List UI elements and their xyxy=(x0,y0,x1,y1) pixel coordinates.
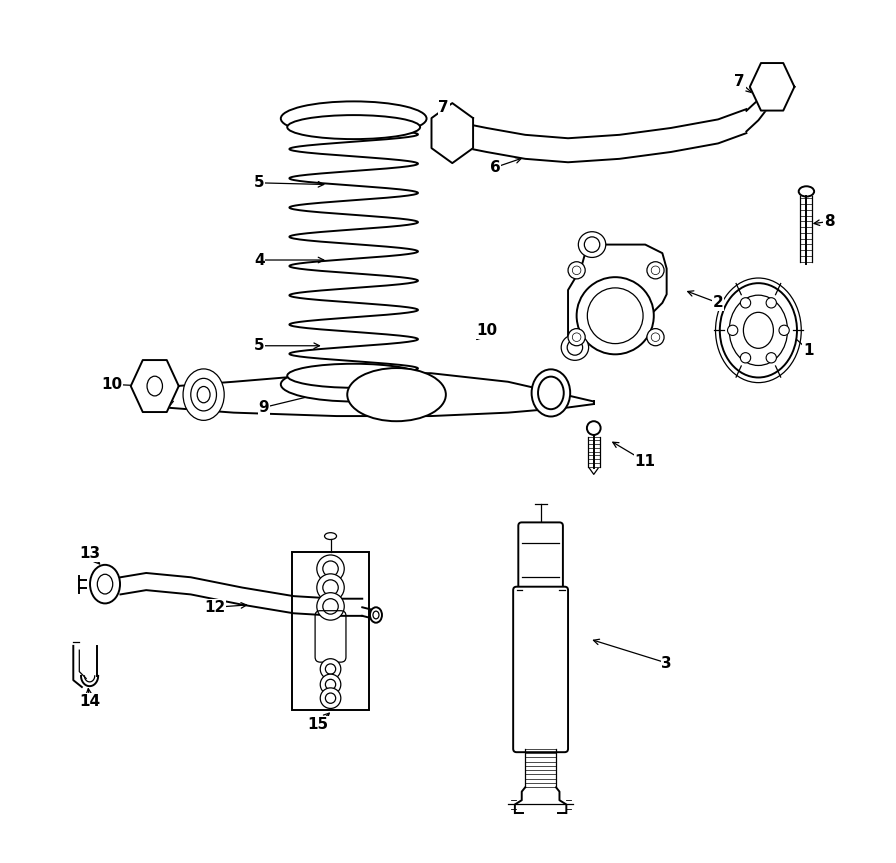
Ellipse shape xyxy=(587,421,600,435)
Circle shape xyxy=(317,555,344,583)
Text: 10: 10 xyxy=(476,323,497,337)
Text: 1: 1 xyxy=(803,343,814,357)
Ellipse shape xyxy=(142,370,167,401)
Text: 3: 3 xyxy=(661,656,672,671)
Circle shape xyxy=(320,658,340,679)
Circle shape xyxy=(766,298,777,308)
Circle shape xyxy=(325,664,336,674)
Text: 7: 7 xyxy=(734,74,745,89)
Ellipse shape xyxy=(729,295,788,365)
Circle shape xyxy=(323,561,339,576)
Circle shape xyxy=(647,261,664,279)
Ellipse shape xyxy=(561,335,589,361)
Ellipse shape xyxy=(437,114,468,153)
Circle shape xyxy=(647,329,664,346)
Bar xyxy=(292,551,369,710)
Ellipse shape xyxy=(348,368,446,421)
Text: 6: 6 xyxy=(490,160,501,175)
Ellipse shape xyxy=(538,376,564,409)
Ellipse shape xyxy=(584,236,599,252)
Text: 9: 9 xyxy=(258,400,269,415)
Text: 13: 13 xyxy=(79,545,100,561)
FancyBboxPatch shape xyxy=(513,587,568,753)
Text: 14: 14 xyxy=(79,694,100,709)
Circle shape xyxy=(317,574,344,602)
Ellipse shape xyxy=(137,362,173,410)
Text: 5: 5 xyxy=(254,175,264,191)
Ellipse shape xyxy=(798,186,814,197)
Ellipse shape xyxy=(149,379,160,394)
Ellipse shape xyxy=(531,369,570,417)
Polygon shape xyxy=(432,103,473,163)
Ellipse shape xyxy=(280,101,426,135)
Text: 7: 7 xyxy=(438,100,449,115)
Ellipse shape xyxy=(288,115,420,139)
Circle shape xyxy=(740,298,751,308)
Text: 10: 10 xyxy=(101,377,123,392)
Polygon shape xyxy=(568,244,667,346)
Circle shape xyxy=(740,353,751,363)
FancyBboxPatch shape xyxy=(518,522,563,594)
Circle shape xyxy=(325,693,336,703)
Circle shape xyxy=(323,599,339,614)
Circle shape xyxy=(320,674,340,695)
Polygon shape xyxy=(131,360,179,412)
Circle shape xyxy=(779,325,789,336)
Text: 4: 4 xyxy=(254,253,264,268)
Circle shape xyxy=(568,261,585,279)
Circle shape xyxy=(323,580,339,595)
Circle shape xyxy=(325,679,336,690)
Ellipse shape xyxy=(191,378,217,411)
Ellipse shape xyxy=(719,283,797,377)
Ellipse shape xyxy=(577,277,654,355)
Circle shape xyxy=(728,325,737,336)
Text: 5: 5 xyxy=(254,338,264,353)
Ellipse shape xyxy=(90,564,120,603)
Circle shape xyxy=(320,688,340,709)
Ellipse shape xyxy=(288,364,420,387)
Text: 12: 12 xyxy=(204,600,226,614)
Ellipse shape xyxy=(280,367,426,401)
Ellipse shape xyxy=(197,387,210,403)
Ellipse shape xyxy=(578,231,606,257)
Polygon shape xyxy=(750,63,795,110)
Circle shape xyxy=(317,593,344,620)
Ellipse shape xyxy=(183,369,224,420)
Ellipse shape xyxy=(370,608,382,623)
Circle shape xyxy=(568,329,585,346)
Text: 11: 11 xyxy=(634,454,656,469)
Ellipse shape xyxy=(763,76,780,98)
Text: 2: 2 xyxy=(712,295,723,311)
Ellipse shape xyxy=(567,340,582,356)
Circle shape xyxy=(766,353,777,363)
Ellipse shape xyxy=(758,69,787,104)
Text: 15: 15 xyxy=(307,717,328,732)
Ellipse shape xyxy=(443,121,461,145)
Text: 8: 8 xyxy=(824,214,835,229)
